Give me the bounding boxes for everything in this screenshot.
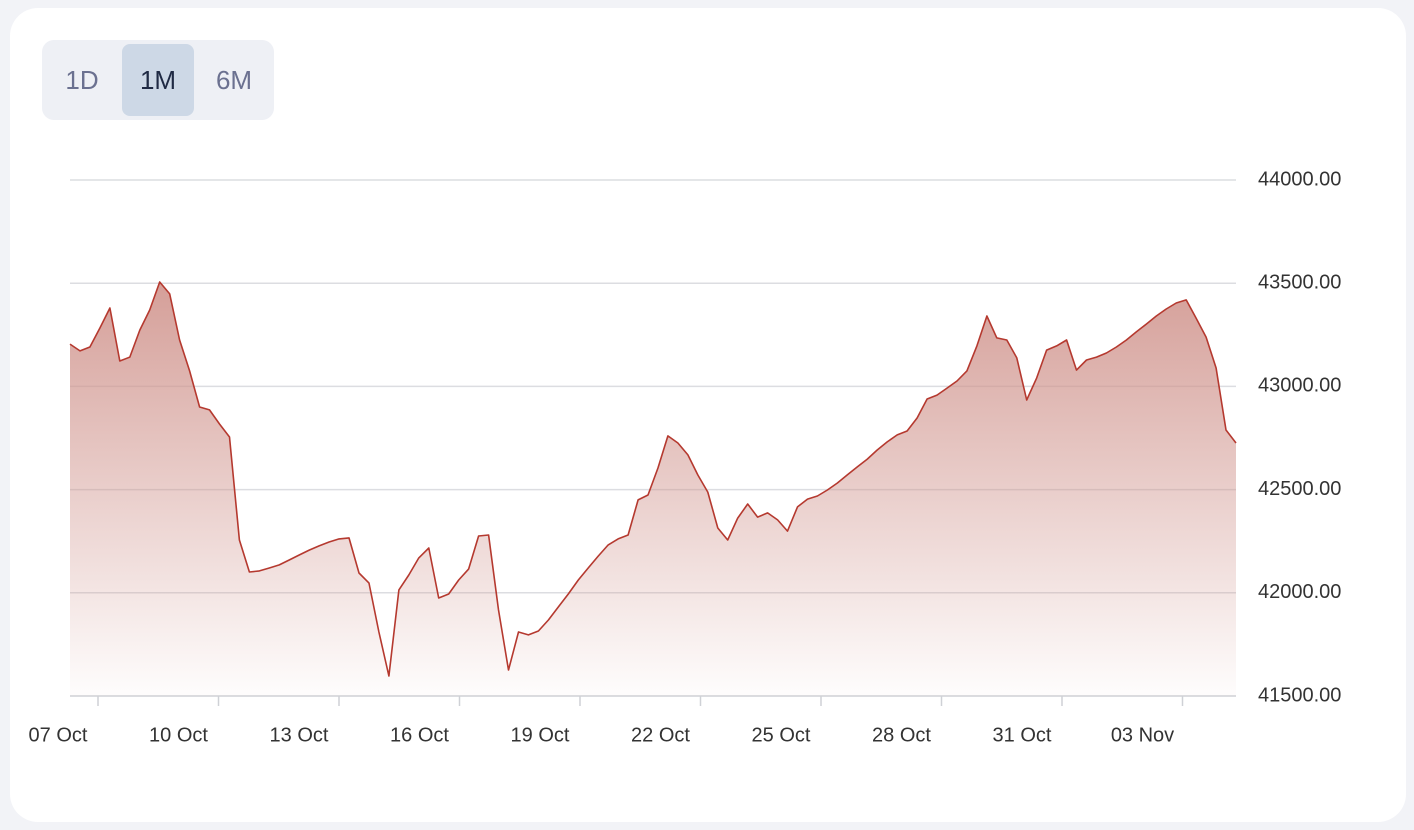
chart: 41500.00 42000.00 42500.00 43000.00 43500.00… xyxy=(29,168,1342,746)
price-line xyxy=(69,281,1237,677)
y-tick-label: 42000.00 xyxy=(1258,581,1341,603)
x-tick-label: 19 Oct xyxy=(511,724,570,746)
x-tick-label: 03 Nov xyxy=(1111,724,1174,746)
range-selector: 1D 1M 6M xyxy=(42,40,274,120)
x-tick-label: 07 Oct xyxy=(29,724,88,746)
range-button[interactable]: 6M xyxy=(215,64,253,95)
x-tick-label: 28 Oct xyxy=(872,724,931,746)
x-tick-label: 31 Oct xyxy=(993,724,1052,746)
range-button[interactable]: 1D xyxy=(65,64,99,95)
range-button[interactable]: 1M xyxy=(122,44,194,116)
y-tick-label: 43500.00 xyxy=(1258,271,1341,293)
area-fill xyxy=(70,282,1236,696)
y-tick-label: 44000.00 xyxy=(1258,168,1341,190)
x-tick-label: 22 Oct xyxy=(631,724,690,746)
x-tick-label: 10 Oct xyxy=(149,724,208,746)
x-tick-label: 25 Oct xyxy=(752,724,811,746)
y-tick-label: 42500.00 xyxy=(1258,478,1341,500)
y-tick-label: 43000.00 xyxy=(1258,375,1341,397)
x-tick-label: 13 Oct xyxy=(270,724,329,746)
card: 1D 1M 6M 41500.00 42000.00 42500.00 43000.0… xyxy=(10,8,1406,822)
x-tick-label: 16 Oct xyxy=(390,724,449,746)
y-tick-label: 41500.00 xyxy=(1258,684,1341,706)
